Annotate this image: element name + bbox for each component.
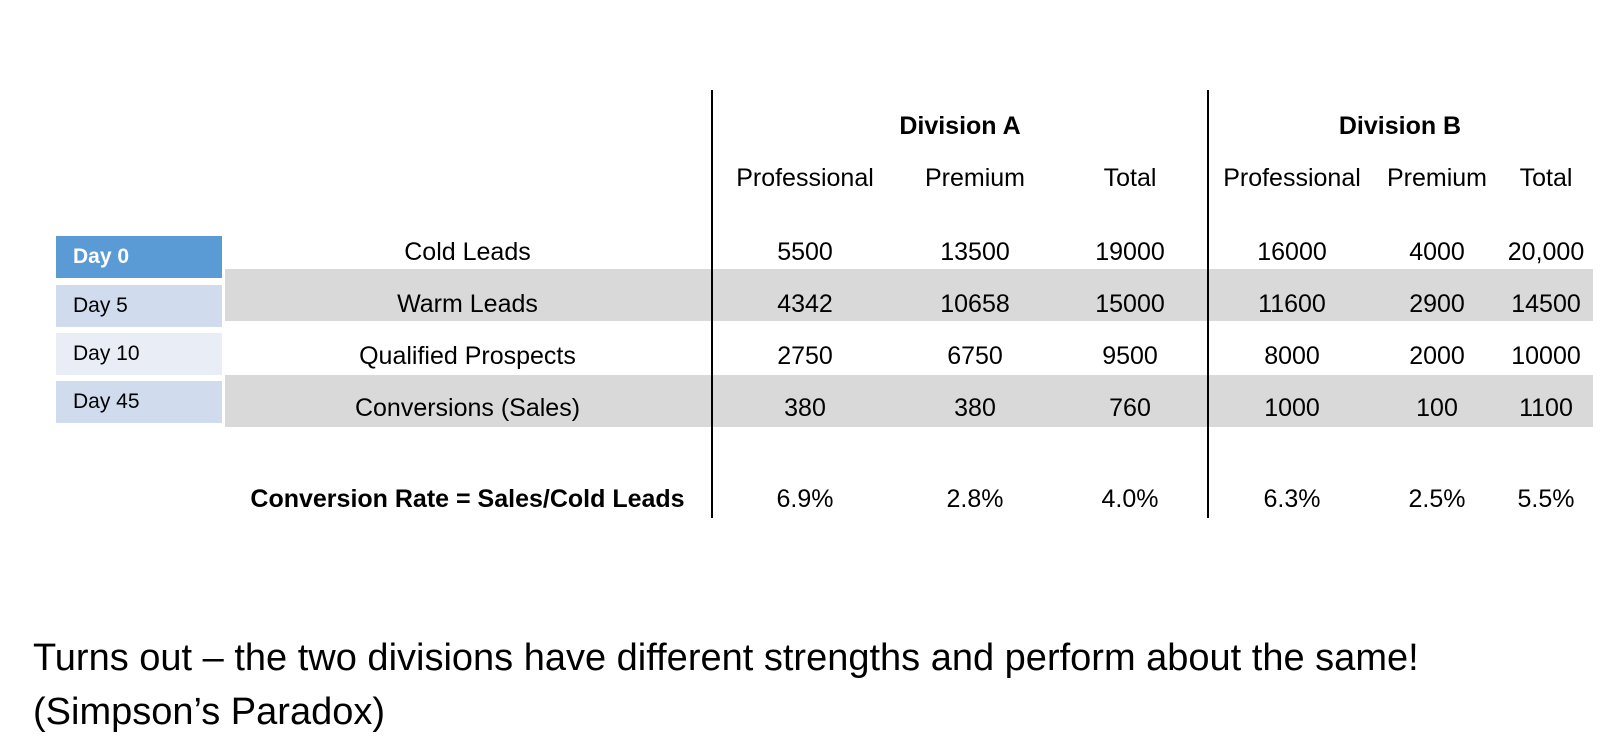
cell-b-professional: 8000 [1264,342,1320,370]
row-label-conversion-rate: Conversion Rate = Sales/Cold Leads [250,485,685,513]
cell-b-professional: 11600 [1258,290,1326,318]
cell-a-premium: 6750 [947,342,1003,370]
cell-b-total: 14500 [1511,290,1581,318]
division-a-title: Division A [899,112,1021,140]
rate-a-total: 4.0% [1101,485,1159,513]
cell-a-total: 760 [1109,394,1151,422]
day-label-45: Day 45 [56,381,222,423]
caption-line-1: Turns out – the two divisions have diffe… [33,637,1419,679]
row-label-cold-leads: Cold Leads [404,238,531,266]
cell-a-total: 9500 [1102,342,1158,370]
cell-b-total: 1100 [1519,394,1573,422]
subheader-b-professional: Professional [1223,164,1361,192]
day-label-0: Day 0 [56,236,222,278]
cell-a-professional: 380 [784,394,826,422]
cell-a-professional: 5500 [777,238,833,266]
caption-line-2: (Simpson’s Paradox) [33,691,386,733]
divider-division-a [711,90,713,518]
day-label-5: Day 5 [56,285,222,327]
cell-b-premium: 4000 [1409,238,1465,266]
subheader-a-premium: Premium [924,164,1025,192]
row-label-qualified-prospects: Qualified Prospects [359,342,576,370]
rate-b-premium: 2.5% [1408,485,1466,513]
cell-a-professional: 4342 [777,290,833,318]
cell-b-total: 10000 [1511,342,1581,370]
cell-a-premium: 13500 [940,238,1010,266]
cell-a-premium: 380 [954,394,996,422]
division-b-title: Division B [1338,112,1462,140]
rate-a-premium: 2.8% [946,485,1004,513]
row-label-conversions: Conversions (Sales) [354,394,581,422]
subheader-a-total: Total [1103,164,1157,192]
cell-b-premium: 2000 [1409,342,1465,370]
row-band-conversions [225,375,1593,427]
cell-b-total: 20,000 [1507,238,1585,266]
cell-a-professional: 2750 [777,342,833,370]
subheader-a-professional: Professional [736,164,874,192]
cell-b-premium: 100 [1416,394,1458,422]
subheader-b-total: Total [1519,164,1573,192]
subheader-b-premium: Premium [1386,164,1487,192]
row-label-warm-leads: Warm Leads [397,290,538,318]
day-label-10: Day 10 [56,333,222,375]
rate-a-professional: 6.9% [776,485,834,513]
cell-a-total: 15000 [1095,290,1165,318]
divider-division-b [1207,90,1209,518]
row-band-warm-leads [225,269,1593,321]
cell-b-professional: 16000 [1257,238,1327,266]
rate-b-professional: 6.3% [1263,485,1321,513]
cell-b-professional: 1000 [1264,394,1320,422]
cell-b-premium: 2900 [1409,290,1465,318]
cell-a-premium: 10658 [940,290,1010,318]
rate-b-total: 5.5% [1517,485,1575,513]
cell-a-total: 19000 [1095,238,1165,266]
